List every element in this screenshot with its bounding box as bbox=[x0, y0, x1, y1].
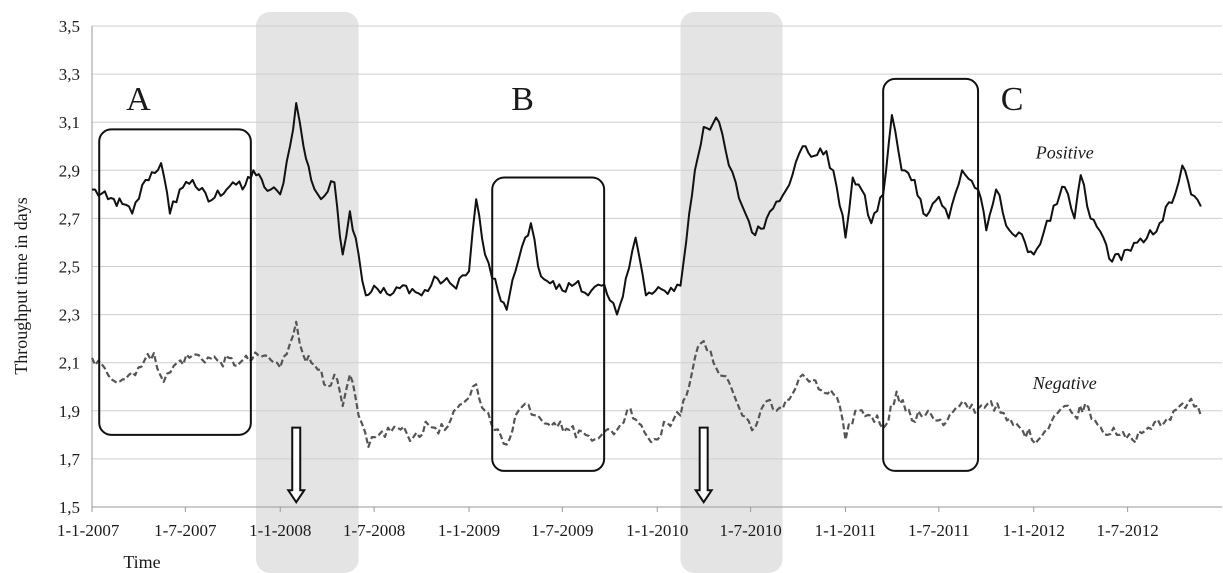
annotation-boxes bbox=[98, 77, 980, 472]
shaded-period-2 bbox=[680, 12, 783, 573]
y-tick-label: 2,7 bbox=[59, 209, 81, 228]
y-axis-title: Throughput time in days bbox=[11, 197, 31, 374]
x-tick-label: 1-7-2008 bbox=[343, 521, 405, 540]
arrow-1 bbox=[286, 426, 307, 504]
x-tick-label: 1-1-2011 bbox=[815, 521, 877, 540]
x-tick-label: 1-7-2007 bbox=[154, 521, 217, 540]
y-tick-label: 3,1 bbox=[59, 113, 80, 132]
y-tick-label: 2,1 bbox=[59, 354, 80, 373]
x-axis-title: Time bbox=[123, 552, 160, 572]
y-tick-label: 1,5 bbox=[59, 498, 80, 517]
x-tick-label: 1-7-2012 bbox=[1096, 521, 1158, 540]
y-tick-label: 2,3 bbox=[59, 306, 80, 325]
arrow-2 bbox=[693, 426, 714, 504]
gridlines bbox=[91, 25, 1222, 508]
series-label-negative: Negative bbox=[1032, 373, 1097, 393]
y-axis-ticks: 1,5 1,7 1,9 2,1 2,3 2,5 2,7 2,9 3,1 3,3 3,5 bbox=[59, 17, 81, 517]
series-label-positive: Positive bbox=[1035, 142, 1094, 162]
x-axis-ticks: 1-1-2007 1-7-2007 1-1-2008 1-7-2008 1-1-2009… bbox=[57, 507, 1159, 540]
annotation-box-b bbox=[491, 176, 606, 472]
x-tick-label: 1-1-2010 bbox=[626, 521, 688, 540]
x-tick-label: 1-1-2012 bbox=[1003, 521, 1065, 540]
panel-label-b: B bbox=[511, 81, 534, 118]
x-tick-label: 1-1-2008 bbox=[249, 521, 311, 540]
annotation-box-a bbox=[98, 128, 252, 436]
x-tick-label: 1-7-2011 bbox=[908, 521, 970, 540]
annotation-box-c bbox=[882, 77, 980, 472]
shaded-period-1 bbox=[256, 12, 359, 573]
y-tick-label: 3,5 bbox=[59, 17, 80, 36]
panel-label-a: A bbox=[126, 81, 151, 118]
y-tick-label: 1,9 bbox=[59, 402, 80, 421]
series-lines: Positive Negative bbox=[90, 102, 1202, 448]
x-tick-label: 1-7-2010 bbox=[719, 521, 781, 540]
y-tick-label: 2,5 bbox=[59, 258, 80, 277]
shaded-periods bbox=[256, 12, 783, 573]
y-tick-label: 3,3 bbox=[59, 65, 80, 84]
annotation-labels: A B C bbox=[126, 81, 1023, 118]
x-tick-label: 1-1-2009 bbox=[438, 521, 500, 540]
series-line-positive bbox=[91, 102, 1202, 316]
y-tick-label: 1,7 bbox=[59, 450, 81, 469]
annotation-arrows bbox=[286, 426, 714, 504]
series-line-negative bbox=[90, 320, 1202, 448]
panel-label-c: C bbox=[1001, 81, 1024, 118]
y-tick-label: 2,9 bbox=[59, 161, 80, 180]
x-tick-label: 1-1-2007 bbox=[57, 521, 120, 540]
x-tick-label: 1-7-2009 bbox=[531, 521, 593, 540]
